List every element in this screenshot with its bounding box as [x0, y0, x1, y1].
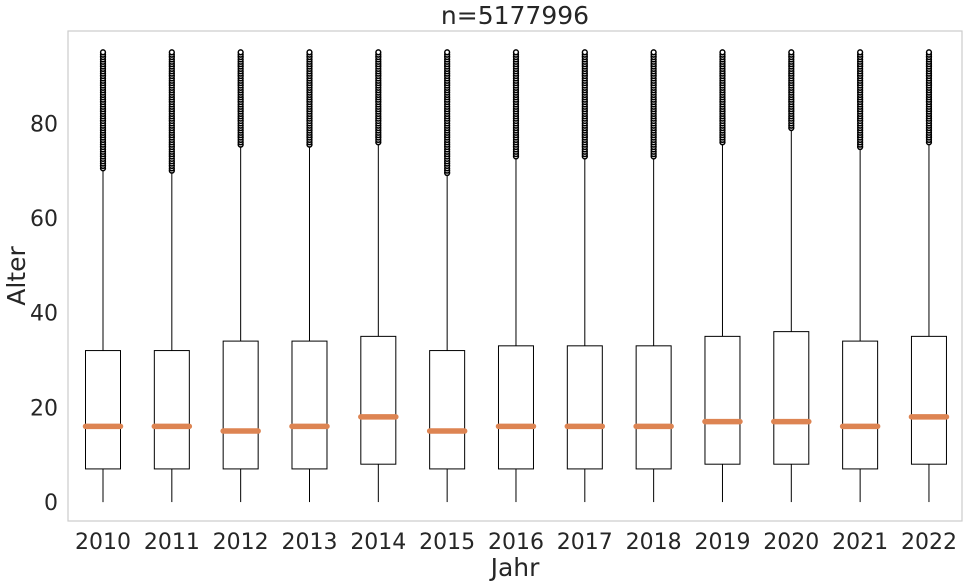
outlier-points — [306, 49, 313, 148]
x-tick-label: 2016 — [488, 530, 544, 555]
x-tick-label: 2017 — [557, 530, 613, 555]
box — [429, 350, 466, 470]
outlier-point — [719, 49, 726, 56]
y-tick-label: 40 — [30, 302, 58, 327]
box-group-2015 — [426, 49, 468, 503]
outlier-points — [512, 49, 520, 160]
outlier-points — [168, 49, 175, 174]
y-axis-ticks: 0 20 40 60 80 — [30, 112, 58, 516]
outlier-point — [444, 49, 451, 56]
x-tick-label: 2020 — [763, 530, 819, 555]
box-group-2012 — [220, 49, 261, 503]
y-axis-label: Alter — [2, 246, 31, 306]
x-tick-label: 2014 — [350, 530, 406, 555]
plot-frame — [67, 30, 963, 522]
box-group-2018 — [633, 49, 674, 503]
outlier-point — [512, 49, 520, 56]
outlier-point — [925, 49, 933, 56]
outlier-point — [168, 49, 175, 56]
y-tick-label: 60 — [30, 207, 58, 232]
x-axis-label: Jahr — [489, 553, 541, 582]
box — [910, 335, 947, 465]
outlier-points — [788, 49, 795, 132]
box — [222, 340, 259, 470]
box — [704, 335, 741, 465]
outlier-points — [650, 49, 657, 160]
outlier-points — [925, 49, 933, 146]
x-tick-label: 2012 — [213, 530, 269, 555]
outlier-point — [99, 49, 107, 56]
box-group-2021 — [839, 49, 881, 503]
box-group-2019 — [702, 49, 743, 503]
box — [291, 340, 328, 470]
x-tick-label: 2013 — [281, 530, 337, 555]
box-group-2013 — [289, 49, 330, 503]
box-group-2014 — [358, 49, 399, 503]
box-group-2016 — [495, 49, 537, 503]
outlier-point — [237, 49, 244, 56]
box — [842, 340, 879, 470]
y-tick-label: 20 — [30, 396, 58, 421]
y-tick-label: 0 — [44, 491, 58, 516]
x-tick-label: 2022 — [901, 530, 957, 555]
outlier-point — [650, 49, 657, 56]
box — [360, 335, 397, 465]
box-group-2010 — [82, 49, 124, 503]
outlier-point — [788, 49, 795, 56]
box-group-2011 — [151, 49, 193, 503]
chart-title: n=5177996 — [441, 1, 589, 30]
box — [566, 345, 603, 470]
box — [497, 345, 534, 470]
box — [773, 331, 810, 465]
box-group-2017 — [564, 49, 606, 503]
outlier-points — [99, 49, 107, 172]
box — [85, 350, 121, 470]
x-tick-label: 2018 — [626, 530, 682, 555]
x-tick-label: 2011 — [144, 530, 200, 555]
outlier-points — [856, 49, 864, 151]
x-axis-ticks: 2010 2011 2012 2013 2014 2015 2016 2017 2018 2019… — [75, 530, 957, 555]
outlier-points — [581, 49, 588, 160]
box-group-2020 — [771, 49, 812, 503]
outlier-points — [237, 49, 244, 148]
outlier-points — [444, 49, 451, 177]
outlier-points — [719, 49, 726, 146]
x-tick-label: 2019 — [694, 530, 750, 555]
outlier-point — [375, 49, 382, 56]
outlier-point — [581, 49, 588, 56]
outlier-point — [306, 49, 313, 56]
x-tick-label: 2015 — [419, 530, 475, 555]
outlier-points — [375, 49, 382, 146]
x-tick-label: 2010 — [75, 530, 131, 555]
box — [635, 345, 672, 470]
x-tick-label: 2021 — [832, 530, 888, 555]
box-group-2022 — [908, 49, 950, 503]
box — [153, 350, 190, 470]
outlier-point — [856, 49, 864, 56]
plot-area — [82, 49, 950, 503]
y-tick-label: 80 — [30, 112, 58, 137]
